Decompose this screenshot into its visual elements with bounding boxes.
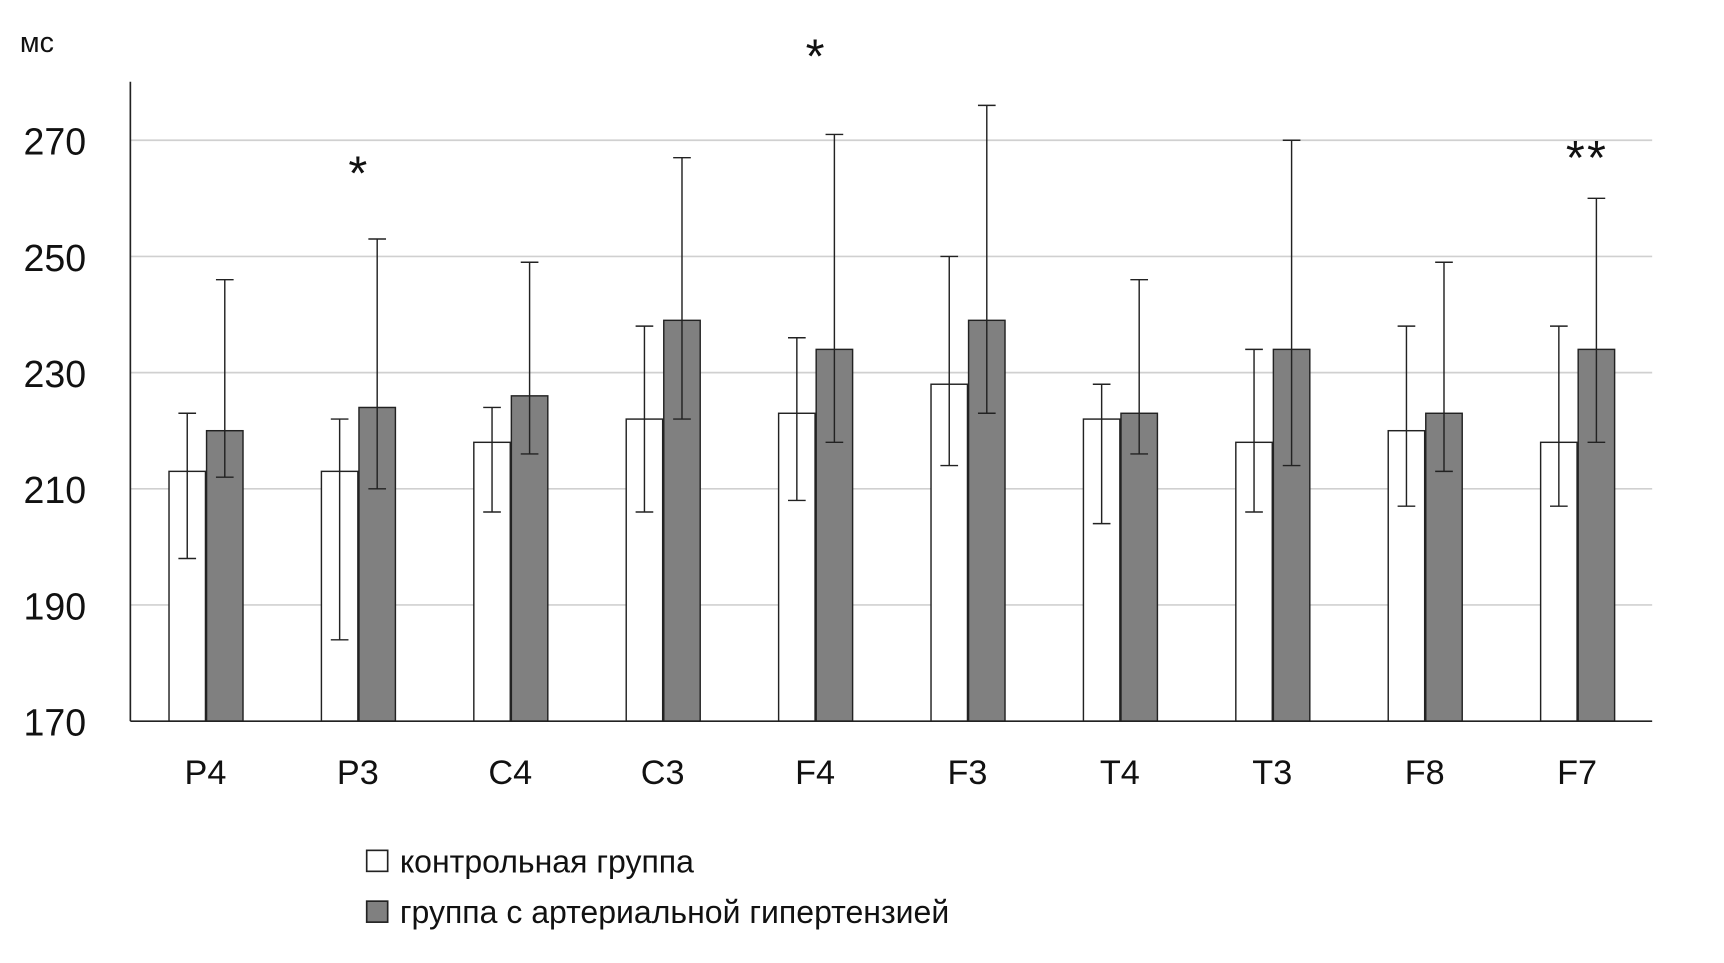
- x-tick-label: C3: [641, 754, 685, 792]
- x-tick-label: T4: [1100, 754, 1140, 792]
- legend-swatch-control: [365, 849, 389, 873]
- x-tick-label: F8: [1405, 754, 1445, 792]
- legend-label-control: контрольная группа: [400, 843, 694, 879]
- significance-marker-P3: *: [348, 147, 369, 201]
- bar-hypertension-T4: [1120, 412, 1159, 722]
- significance-marker-F4: *: [806, 30, 827, 84]
- legend-label-hypertension: группа с артериальной гипертензией: [400, 894, 949, 930]
- legend: контрольная группа группа с артериальной…: [365, 843, 949, 930]
- y-tick-label: 210: [24, 469, 87, 511]
- legend-swatch-hypertension: [365, 900, 389, 923]
- y-tick-label: 170: [24, 702, 87, 744]
- x-tick-label: F3: [947, 754, 987, 792]
- y-tick-label: 230: [24, 353, 87, 395]
- x-tick-label: P4: [185, 754, 227, 792]
- y-tick-label: 250: [24, 237, 87, 279]
- x-tick-label: T3: [1252, 754, 1292, 792]
- x-tick-label: F7: [1557, 754, 1597, 792]
- bar-control-C3: [625, 418, 664, 722]
- y-tick-label: 190: [24, 585, 87, 627]
- x-tick-label: P3: [337, 754, 379, 792]
- x-tick-label: C4: [488, 754, 532, 792]
- significance-marker-F7: **: [1566, 131, 1608, 185]
- y-axis-unit-label: мс: [20, 27, 54, 59]
- x-tick-label: F4: [795, 754, 835, 792]
- y-tick-label: 270: [24, 121, 87, 163]
